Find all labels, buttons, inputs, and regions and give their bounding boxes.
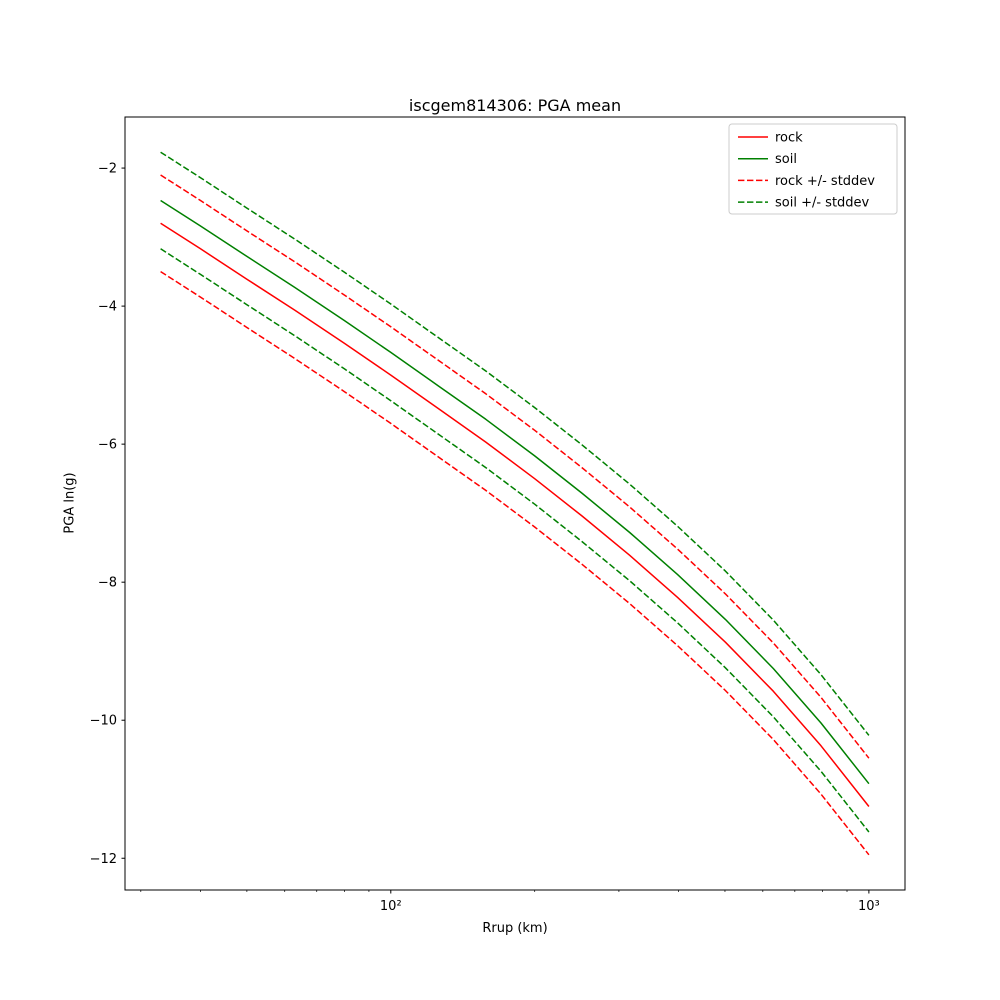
- x-axis-ticks: 10² 10³: [380, 890, 880, 914]
- line-soil-minus-stddev: [160, 248, 870, 833]
- line-soil-plus-stddev: [160, 151, 870, 736]
- y-tick-label: −12: [90, 852, 117, 867]
- y-tick-label: −6: [98, 438, 117, 453]
- legend: rock soil rock +/- stddev soil +/- stddev: [728, 123, 898, 215]
- x-axis-minor-ticks: [140, 890, 848, 892]
- legend-entry-rock: rock: [738, 131, 803, 146]
- y-tick-label: −4: [98, 300, 117, 315]
- y-axis-ticks: −2 −4 −6 −8 −10 −12: [90, 162, 125, 867]
- chart-title: iscgem814306: PGA mean: [408, 96, 622, 115]
- legend-box: [728, 123, 898, 215]
- y-tick-label: −8: [98, 576, 117, 591]
- legend-label: rock +/- stddev: [775, 174, 875, 189]
- legend-label: soil: [775, 152, 797, 167]
- y-tick-label: −2: [98, 162, 117, 177]
- legend-entry-soil: soil: [738, 152, 797, 167]
- line-rock-minus-stddev: [160, 270, 870, 856]
- line-rock-mean: [160, 222, 870, 807]
- x-axis-label: Rrup (km): [482, 921, 548, 936]
- legend-label: rock: [775, 131, 803, 146]
- legend-entry-rock-stddev: rock +/- stddev: [738, 174, 875, 189]
- legend-entry-soil-stddev: soil +/- stddev: [738, 196, 870, 211]
- plot-frame: [124, 116, 906, 891]
- x-tick-label: 10³: [858, 899, 880, 914]
- line-rock-plus-stddev: [160, 174, 870, 759]
- legend-label: soil +/- stddev: [775, 196, 870, 211]
- series-lines: [160, 151, 870, 856]
- line-soil-mean: [160, 199, 870, 785]
- y-tick-label: −10: [90, 714, 117, 729]
- x-tick-label: 10²: [380, 899, 402, 914]
